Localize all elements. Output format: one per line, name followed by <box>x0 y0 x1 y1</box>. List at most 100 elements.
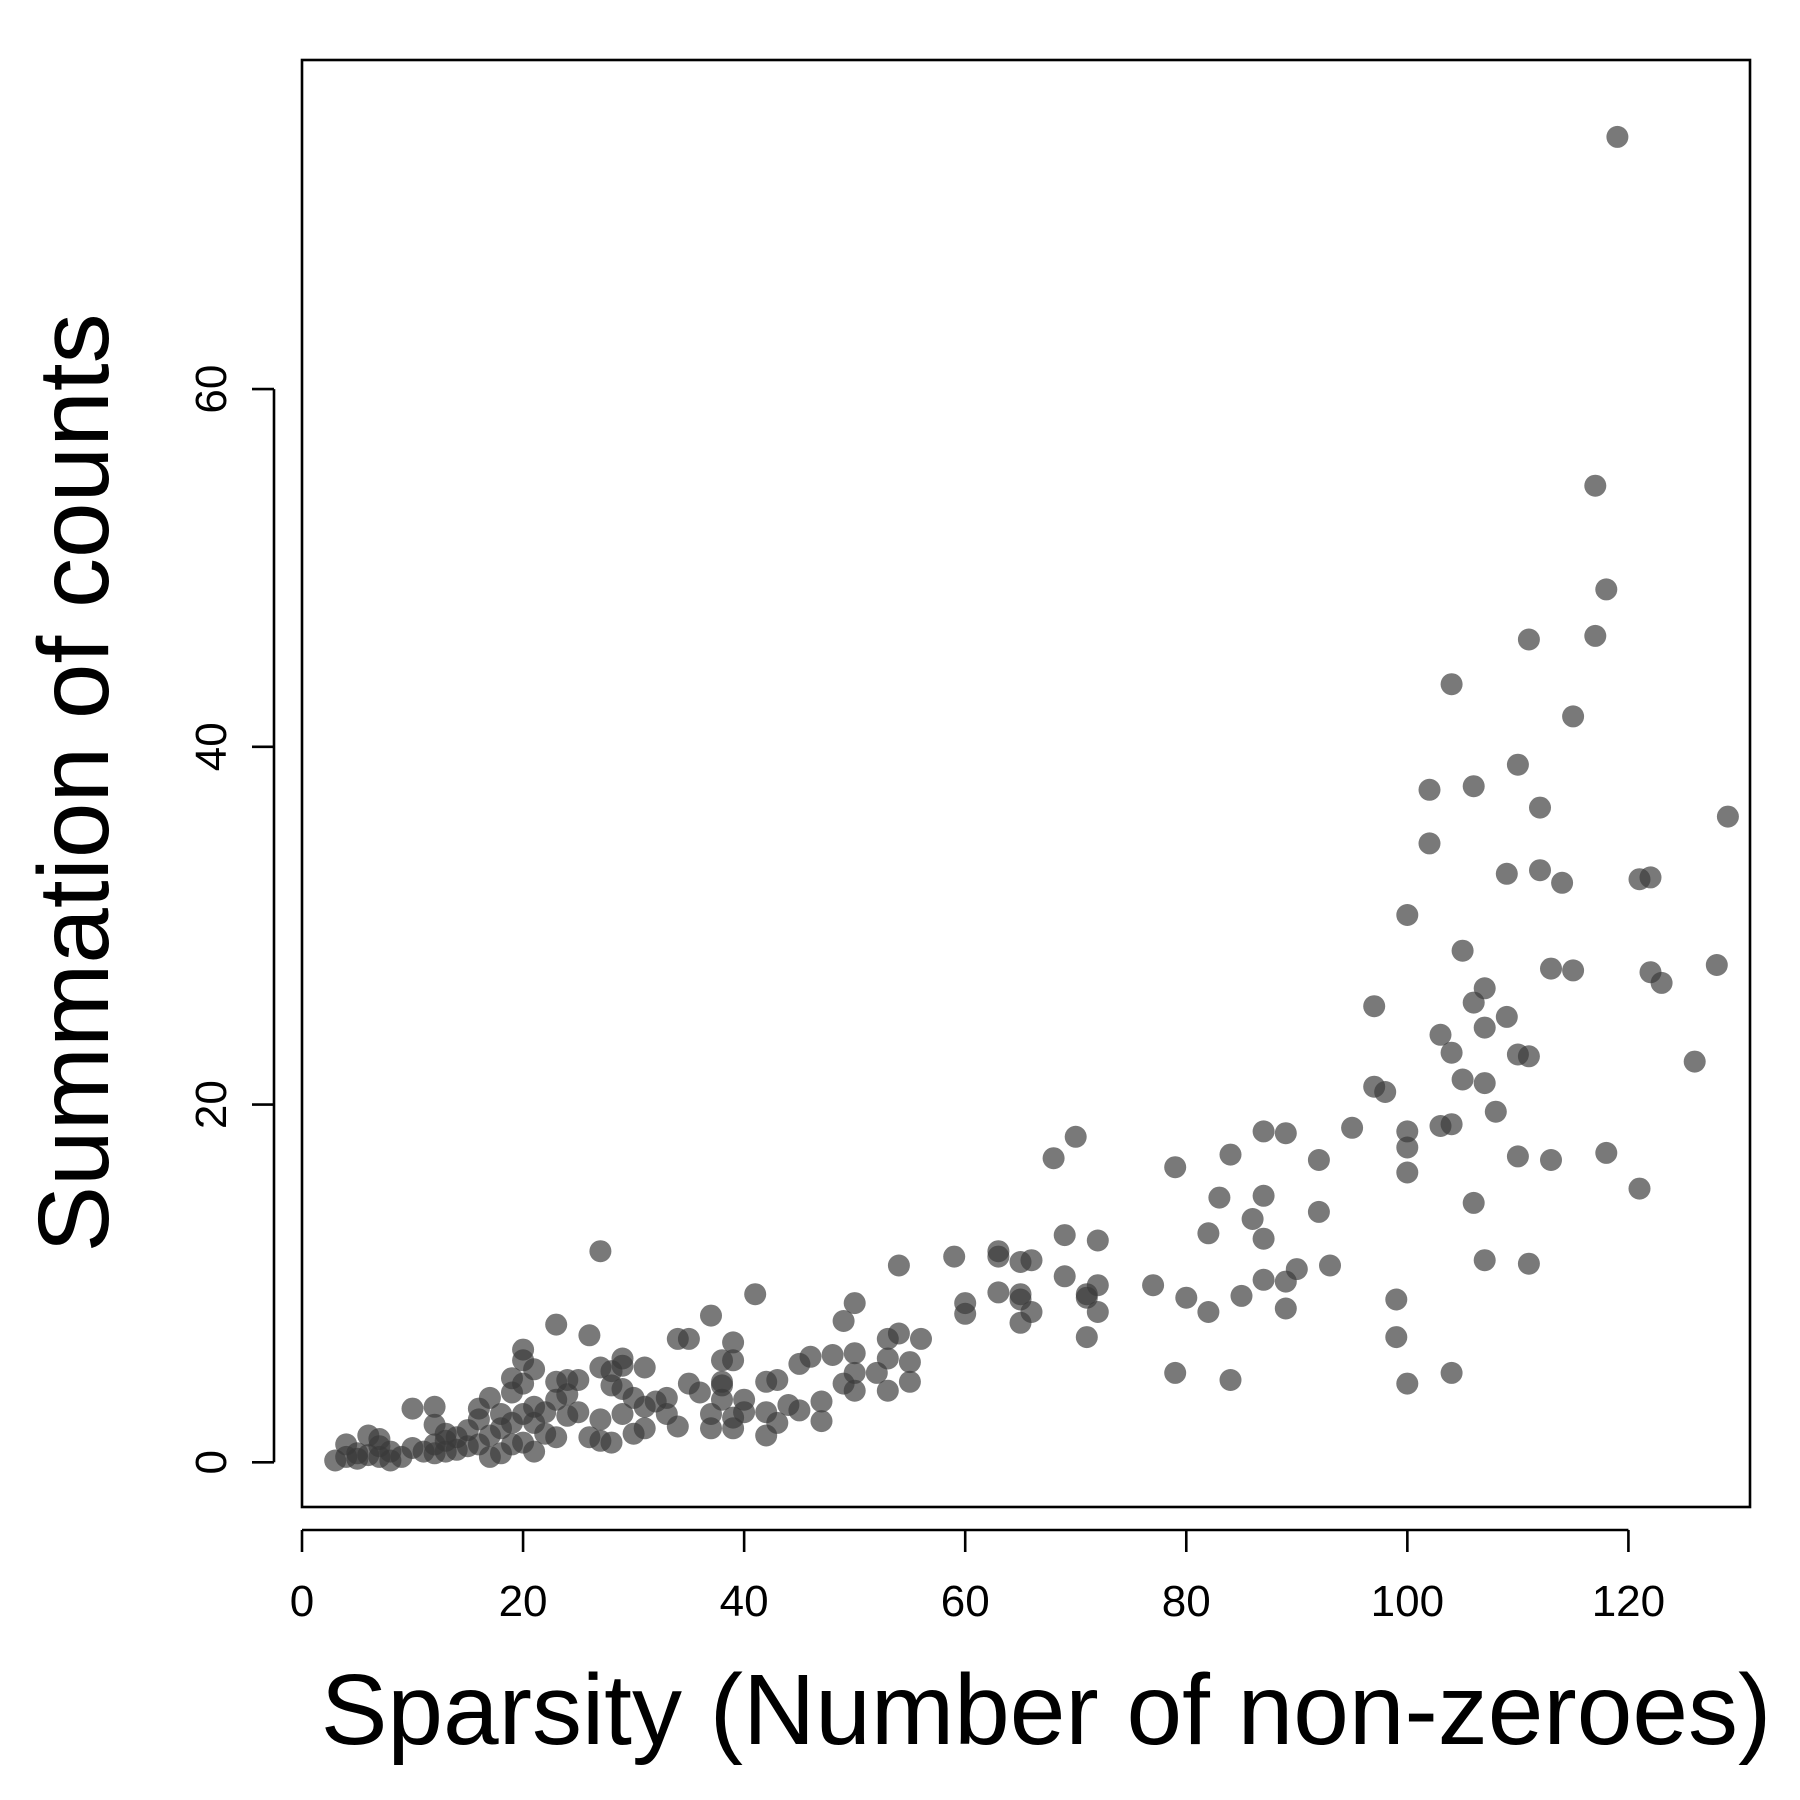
data-point <box>1252 1184 1275 1207</box>
data-point <box>1319 1254 1341 1277</box>
data-point <box>1639 866 1662 889</box>
data-point <box>1075 1326 1098 1349</box>
data-point <box>633 1356 656 1379</box>
y-tick-label: 60 <box>187 365 236 414</box>
data-point <box>688 1381 711 1404</box>
data-point <box>1529 859 1551 882</box>
data-point <box>1307 1149 1330 1171</box>
data-point <box>1506 753 1529 776</box>
data-point <box>1462 1191 1485 1214</box>
data-point <box>1451 939 1474 962</box>
data-point <box>700 1304 722 1327</box>
data-point <box>1009 1283 1032 1306</box>
data-point <box>1440 1041 1463 1064</box>
data-point <box>1606 125 1629 148</box>
data-point <box>810 1410 833 1433</box>
data-point <box>987 1281 1010 1304</box>
data-point <box>1451 1068 1474 1091</box>
data-point <box>887 1322 910 1345</box>
data-point <box>1396 1120 1419 1143</box>
data-point <box>898 1370 921 1393</box>
data-point <box>1307 1200 1330 1223</box>
x-axis: 0 20 40 60 80 100 120 <box>290 1528 1665 1626</box>
data-point <box>666 1415 689 1438</box>
data-point <box>1396 1372 1419 1395</box>
data-point <box>1551 871 1574 894</box>
data-point <box>567 1401 590 1424</box>
data-point <box>1495 862 1518 885</box>
x-tick-label: 0 <box>290 1577 314 1626</box>
data-point <box>1230 1284 1253 1307</box>
data-point <box>611 1403 634 1425</box>
data-point <box>843 1342 866 1365</box>
data-point <box>1517 628 1540 651</box>
x-tick-label: 40 <box>720 1577 769 1626</box>
data-point <box>1208 1186 1231 1209</box>
data-point <box>1053 1224 1076 1247</box>
data-point <box>545 1426 568 1449</box>
data-point <box>821 1344 844 1366</box>
data-point <box>1252 1120 1275 1143</box>
x-tick-label: 60 <box>941 1577 990 1626</box>
data-point <box>1628 1177 1651 1200</box>
data-point <box>567 1369 590 1391</box>
data-point <box>876 1347 899 1370</box>
data-point <box>1252 1227 1275 1250</box>
data-point <box>401 1397 424 1420</box>
data-point <box>832 1310 855 1332</box>
y-tick-label: 0 <box>187 1450 236 1474</box>
x-tick-label: 120 <box>1592 1577 1665 1626</box>
data-point <box>1506 1145 1529 1168</box>
data-point <box>1252 1268 1275 1291</box>
y-tick-label: 40 <box>187 722 236 771</box>
data-point <box>1020 1249 1043 1272</box>
data-point <box>876 1379 899 1402</box>
data-point <box>1241 1208 1264 1230</box>
data-point <box>722 1349 745 1372</box>
data-point <box>611 1347 634 1370</box>
data-point <box>478 1386 501 1409</box>
data-point <box>887 1254 910 1277</box>
data-point <box>1219 1369 1242 1391</box>
data-point <box>1650 971 1673 994</box>
data-point <box>1374 1081 1397 1103</box>
y-axis: 0 20 40 60 <box>187 365 276 1475</box>
data-point <box>722 1331 745 1354</box>
data-point <box>843 1361 866 1384</box>
data-point <box>1396 904 1419 926</box>
data-point <box>733 1388 756 1411</box>
data-point <box>1197 1301 1220 1323</box>
data-point <box>578 1324 601 1347</box>
data-point <box>1473 1016 1496 1039</box>
data-point <box>744 1283 767 1306</box>
data-point <box>512 1338 535 1361</box>
y-tick-label: 20 <box>187 1080 236 1129</box>
data-point <box>799 1345 822 1368</box>
data-point <box>843 1292 866 1315</box>
data-point <box>810 1390 833 1413</box>
data-point <box>1440 1361 1463 1384</box>
data-point <box>600 1431 623 1454</box>
data-point <box>1285 1258 1308 1281</box>
data-point <box>766 1411 789 1434</box>
data-point <box>1418 832 1441 855</box>
data-point <box>1385 1288 1408 1311</box>
data-point <box>545 1313 568 1336</box>
data-point <box>523 1358 546 1381</box>
data-point <box>589 1240 612 1263</box>
data-point <box>1418 778 1441 801</box>
plot-frame <box>300 58 1752 1509</box>
data-point <box>1164 1156 1187 1179</box>
data-point <box>1064 1125 1087 1148</box>
data-point <box>523 1440 546 1463</box>
data-point <box>1363 995 1386 1018</box>
data-point <box>987 1240 1010 1263</box>
data-point <box>1473 1249 1496 1272</box>
data-point <box>1462 775 1485 798</box>
data-point <box>1396 1136 1419 1159</box>
data-point <box>1274 1122 1297 1145</box>
data-point <box>1540 1149 1562 1171</box>
y-axis-title: Summation of counts <box>18 313 130 1252</box>
data-point <box>1705 954 1728 976</box>
